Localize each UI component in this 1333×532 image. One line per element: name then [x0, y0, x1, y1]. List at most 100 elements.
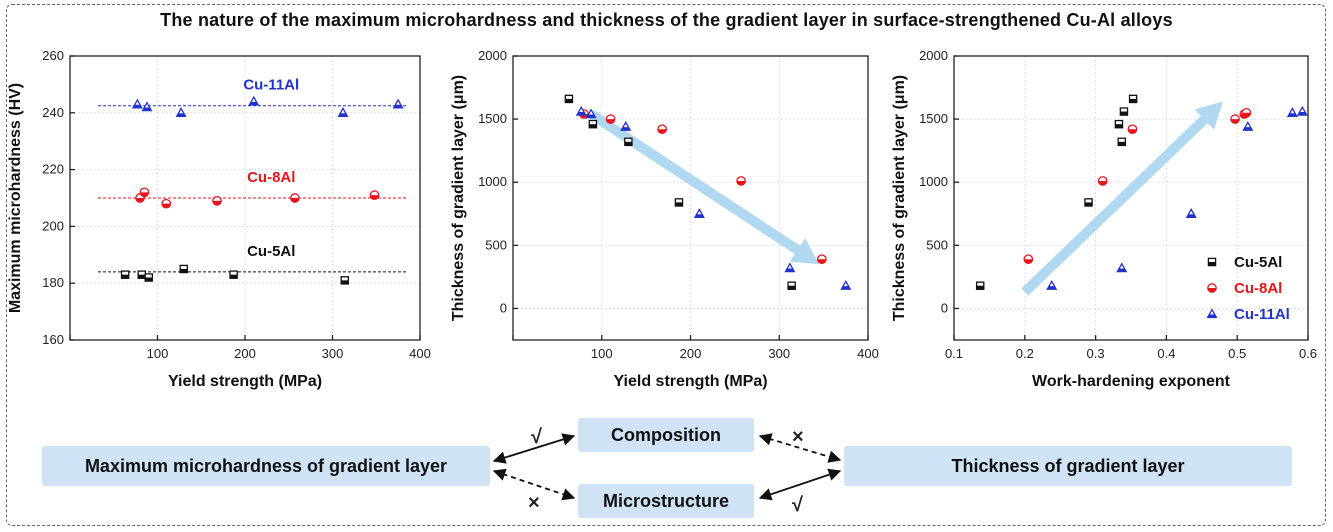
legend-marker-cu-5al-fill [1208, 262, 1216, 266]
point-cu-5al-5-fill [1129, 98, 1137, 103]
x-tick-label: 200 [680, 346, 702, 361]
point-cu-5al-0-fill [565, 98, 573, 103]
point-cu-11al-3-fill [249, 101, 259, 105]
point-cu-11al-0-fill [576, 111, 586, 116]
point-cu-5al-3-fill [180, 269, 188, 273]
x-tick-label: 200 [234, 346, 256, 361]
point-cu-5al-1-fill [1084, 202, 1093, 207]
cross-mark-composition: × [792, 426, 804, 448]
y-tick-label: 260 [42, 48, 64, 63]
arrow-composition-thickness [758, 433, 842, 463]
point-cu-5al-4-fill [1120, 111, 1128, 116]
point-cu-8al-1-fill [140, 192, 149, 197]
legend-marker-cu-11al-fill [1207, 314, 1217, 318]
x-tick-label: 0.3 [1087, 346, 1105, 361]
box-composition: Composition [578, 418, 754, 452]
point-cu-8al-3-fill [212, 200, 222, 206]
point-cu-5al-2-fill [624, 141, 632, 146]
point-cu-5al-1-fill [589, 124, 597, 128]
point-cu-5al-2-fill [1115, 124, 1123, 128]
point-cu-5al-4-fill [788, 285, 796, 290]
point-cu-5al-3-fill [1118, 141, 1126, 146]
x-tick-label: 400 [409, 346, 431, 361]
trend-arrow [1021, 101, 1224, 296]
series-annotation-cu-8al: Cu-8Al [247, 169, 295, 186]
point-cu-8al-1-fill [1098, 180, 1107, 186]
box-microstructure: Microstructure [578, 484, 754, 518]
y-tick-label: 180 [42, 275, 64, 290]
y-tick-label: 0 [500, 300, 507, 315]
x-tick-label: 0.2 [1016, 346, 1034, 361]
point-cu-5al-1-fill [138, 274, 146, 279]
series-annotation-cu-5al: Cu-5Al [247, 243, 295, 260]
check-mark-microstructure: √ [792, 494, 803, 516]
y-tick-label: 500 [926, 237, 948, 252]
trend-arrow [588, 109, 820, 265]
plot-frame [953, 55, 1309, 341]
point-cu-8al-2-fill [1128, 129, 1137, 134]
check-mark-composition: √ [531, 426, 542, 448]
y-axis-label: Thickness of gradient layer (μm) [450, 75, 467, 321]
legend-label-cu-8al: Cu-8Al [1234, 280, 1282, 297]
x-tick-label: 100 [591, 346, 613, 361]
y-tick-label: 220 [42, 162, 64, 177]
point-cu-8al-3-fill [1230, 119, 1240, 124]
point-cu-11al-4-fill [785, 268, 795, 272]
x-axis-label: Yield strength (MPa) [613, 373, 767, 390]
box-thickness: Thickness of gradient layer [844, 446, 1292, 486]
y-tick-label: 160 [42, 332, 64, 347]
y-tick-label: 1000 [919, 174, 948, 189]
point-cu-11al-2-fill [621, 127, 631, 131]
point-cu-11al-0-fill [1047, 286, 1057, 290]
y-tick-label: 200 [42, 218, 64, 233]
point-cu-11al-3-fill [1243, 127, 1253, 131]
legend-marker-cu-8al-fill [1207, 288, 1217, 293]
point-cu-5al-3-fill [675, 202, 683, 207]
point-cu-5al-0-fill [121, 274, 129, 279]
point-cu-11al-2-fill [1186, 214, 1196, 218]
x-tick-label: 0.1 [945, 346, 963, 361]
point-cu-8al-5-fill [370, 195, 379, 200]
point-cu-11al-0-fill [132, 104, 142, 108]
y-tick-label: 1500 [478, 111, 507, 126]
point-cu-11al-4-fill [338, 113, 348, 117]
y-tick-label: 2000 [478, 48, 507, 63]
point-cu-11al-3-fill [694, 214, 704, 218]
point-cu-8al-4-fill [290, 198, 300, 203]
point-cu-8al-3-fill [736, 180, 746, 186]
y-tick-label: 1000 [478, 174, 507, 189]
point-cu-8al-0-fill [135, 198, 145, 203]
cross-mark-microstructure: × [528, 492, 540, 514]
x-tick-label: 300 [768, 346, 790, 361]
y-axis-label: Thickness of gradient layer (μm) [891, 75, 908, 321]
y-tick-label: 240 [42, 105, 64, 120]
legend-label-cu-5al: Cu-5Al [1234, 254, 1282, 271]
point-cu-5al-4-fill [230, 274, 238, 279]
point-cu-5al-2-fill [145, 277, 153, 282]
point-cu-11al-5-fill [393, 104, 403, 108]
y-axis-label: Maximum microhardness (HV) [7, 83, 24, 313]
point-cu-8al-1-fill [606, 119, 615, 124]
x-tick-label: 100 [147, 346, 169, 361]
x-tick-label: 300 [322, 346, 344, 361]
point-cu-8al-2-fill [162, 203, 171, 208]
point-cu-5al-5-fill [341, 280, 349, 284]
point-cu-8al-0-fill [1024, 259, 1033, 264]
point-cu-5al-0-fill [976, 285, 984, 290]
y-tick-label: 1500 [919, 111, 948, 126]
point-cu-8al-5-fill [1242, 112, 1251, 118]
point-cu-11al-1-fill [142, 107, 152, 111]
chart-thickness-vs-yield: 100 200 300 400 0 500 1000 1500 2000 Yield streng… [450, 48, 879, 390]
chart-microhardness-vs-yield: 100 200 300 400 160 180 200 220 240 260 Yield stre… [7, 48, 431, 390]
point-cu-8al-4-fill [817, 259, 827, 264]
point-cu-11al-5-fill [841, 286, 851, 290]
dashed-frame [6, 4, 1326, 526]
chart-thickness-vs-n: 0.1 0.2 0.3 0.4 0.5 0.6 0 500 1000 1500 2000 Work-h… [891, 48, 1317, 390]
arrow-microstructure-thickness [758, 468, 842, 501]
y-tick-label: 500 [485, 237, 507, 252]
legend-label-cu-11al: Cu-11Al [1234, 306, 1290, 323]
point-cu-11al-1-fill [586, 114, 596, 118]
series-annotation-cu-11al: Cu-11Al [243, 77, 299, 94]
figure-title: The nature of the maximum microhardness … [160, 10, 1173, 30]
